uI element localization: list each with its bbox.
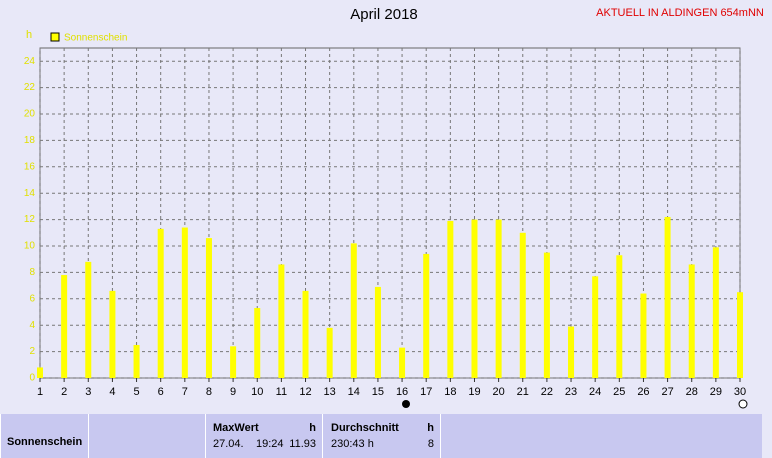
total: 230:43 h	[331, 438, 374, 450]
date: 27.04.	[213, 438, 244, 450]
bar	[374, 286, 381, 378]
y-tick-label: 22	[24, 82, 36, 93]
x-tick-label: 9	[230, 386, 236, 398]
y-tick-label: 4	[29, 320, 35, 331]
value: 11.93	[289, 438, 316, 450]
time: 19:24	[256, 438, 284, 450]
x-tick-label: 10	[251, 386, 263, 398]
y-tick-label: 6	[29, 293, 35, 304]
x-tick-label: 15	[372, 386, 384, 398]
x-tick-label: 23	[565, 386, 577, 398]
bar	[447, 220, 454, 378]
row-label: Sonnenschein	[7, 436, 83, 448]
x-tick-label: 6	[158, 386, 164, 398]
station-label: AKTUELL IN ALDINGEN 654mNN	[596, 7, 764, 19]
y-tick-label: 16	[24, 161, 36, 172]
x-tick-label: 2	[61, 386, 67, 398]
col-title: Durchschnitt	[331, 422, 399, 434]
bar	[688, 264, 695, 378]
bar	[519, 232, 526, 378]
x-tick-label: 20	[492, 386, 504, 398]
y-tick-label: 0	[29, 373, 35, 384]
chart: April 2018 AKTUELL IN ALDINGEN 654mNN h …	[24, 6, 764, 409]
x-tick-label: 21	[517, 386, 529, 398]
bar	[568, 326, 575, 378]
plot-area	[39, 47, 741, 379]
x-tick-label: 13	[324, 386, 336, 398]
col-unit: h	[427, 422, 434, 434]
y-tick-label: 14	[24, 188, 36, 199]
bar	[350, 243, 357, 378]
value: 8	[427, 438, 434, 450]
x-tick-label: 25	[613, 386, 625, 398]
x-tick-label: 24	[589, 386, 601, 398]
bar	[205, 238, 212, 378]
bar	[543, 252, 550, 378]
x-tick-label: 22	[541, 386, 553, 398]
bar	[254, 308, 261, 378]
y-axis-label: h	[26, 29, 32, 41]
x-tick-label: 26	[637, 386, 649, 398]
bar	[230, 346, 237, 378]
col-title: MaxWert	[213, 422, 259, 434]
x-tick-label: 14	[348, 386, 360, 398]
legend-label: Sonnenschein	[64, 33, 127, 44]
bar	[399, 347, 406, 378]
bar	[616, 255, 623, 378]
y-tick-label: 12	[24, 214, 36, 225]
table-cell: Durchschnitt h 230:43 h 8	[322, 414, 440, 458]
x-tick-label: 30	[734, 386, 746, 398]
marker	[738, 399, 748, 409]
y-tick-label: 20	[24, 109, 36, 120]
bar	[37, 367, 43, 378]
y-tick-label: 10	[24, 241, 36, 252]
bar	[640, 293, 647, 378]
bar	[85, 261, 92, 378]
x-tick-label: 1	[37, 386, 43, 398]
x-tick-label: 18	[444, 386, 456, 398]
y-tick-label: 8	[29, 267, 35, 278]
bar	[592, 276, 599, 378]
bar	[712, 247, 719, 378]
bar	[423, 253, 430, 378]
x-tick-label: 17	[420, 386, 432, 398]
bar	[157, 228, 164, 378]
y-tick-label: 24	[24, 56, 36, 67]
bar	[61, 275, 68, 378]
y-tick-label: 2	[29, 346, 35, 357]
bar	[181, 227, 188, 378]
x-tick-label: 3	[85, 386, 91, 398]
table-cell	[440, 414, 762, 458]
x-tick-label: 29	[710, 386, 722, 398]
x-tick-label: 28	[686, 386, 698, 398]
x-tick-label: 16	[396, 386, 408, 398]
y-tick-label: 18	[24, 135, 36, 146]
x-tick-label: 12	[299, 386, 311, 398]
x-tick-label: 8	[206, 386, 212, 398]
bar	[737, 292, 743, 378]
col-unit: h	[309, 422, 316, 434]
bar	[302, 290, 309, 378]
table-cell: MaxWert h 27.04. 19:24 11.93	[205, 414, 322, 458]
bar	[278, 264, 285, 378]
x-tick-label: 19	[468, 386, 480, 398]
x-tick-label: 4	[109, 386, 115, 398]
bar	[471, 219, 478, 378]
marker	[402, 400, 410, 408]
table-cell: Sonnenschein	[0, 414, 88, 458]
bar	[664, 216, 671, 378]
x-tick-label: 5	[133, 386, 139, 398]
x-tick-label: 7	[182, 386, 188, 398]
table-cell	[88, 414, 205, 458]
legend-swatch	[50, 32, 60, 42]
x-tick-label: 11	[276, 386, 287, 398]
bar	[133, 345, 140, 378]
bar	[326, 327, 333, 378]
bar	[495, 219, 502, 378]
x-tick-label: 27	[661, 386, 673, 398]
bar	[109, 290, 116, 378]
chart-title: April 2018	[350, 6, 418, 23]
